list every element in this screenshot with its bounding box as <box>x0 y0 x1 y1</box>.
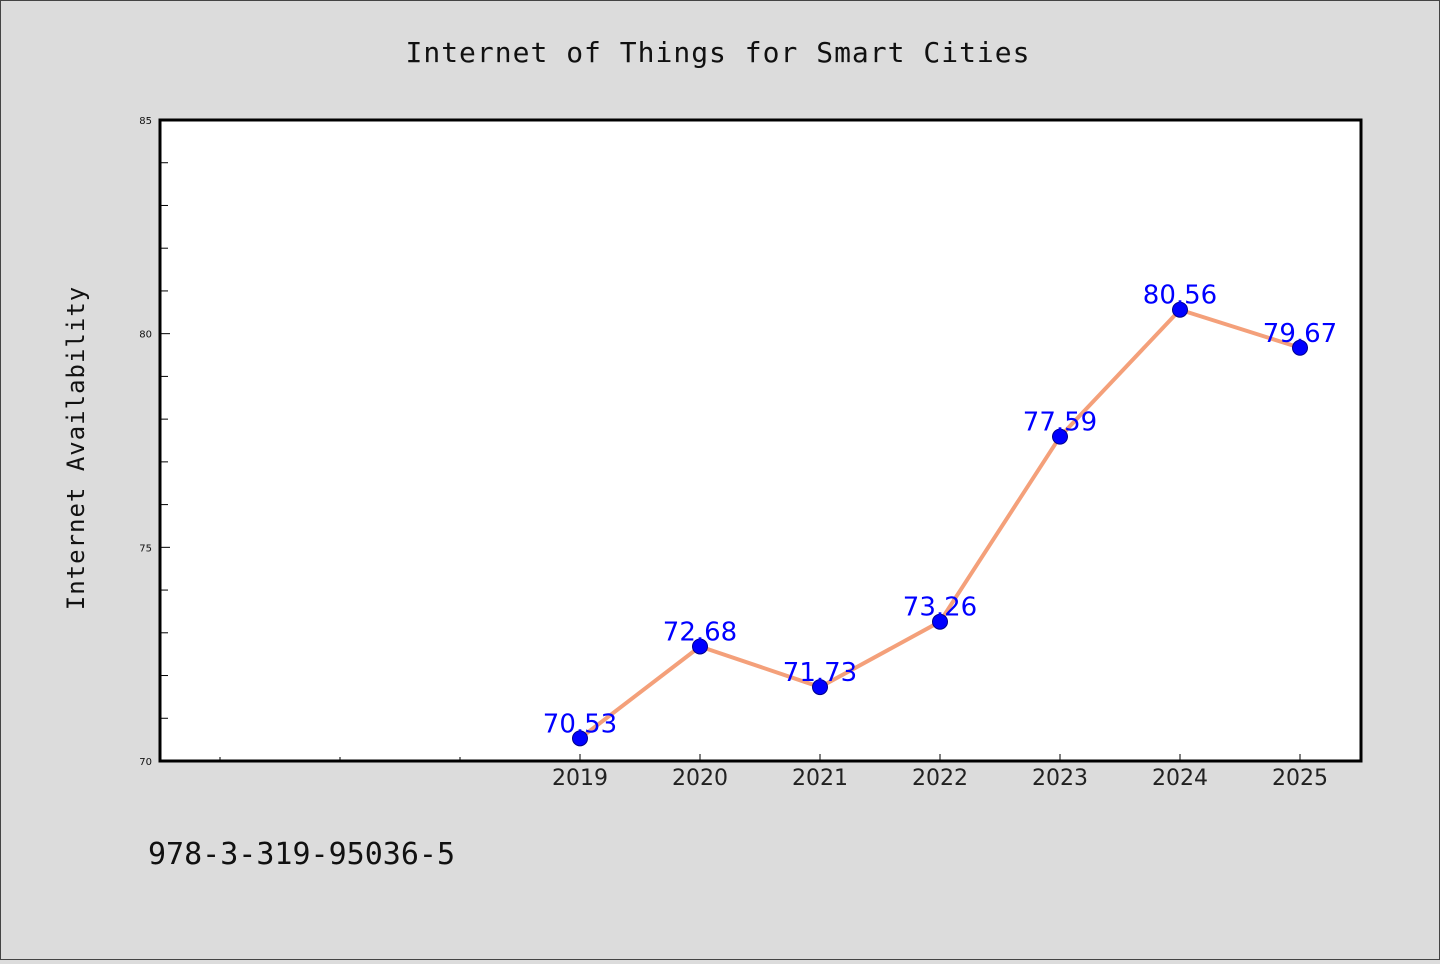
data-point <box>932 613 948 630</box>
y-tick-label: 85 <box>139 116 152 127</box>
y-tick-label: 80 <box>139 330 152 341</box>
data-point <box>692 638 708 655</box>
data-point <box>1052 428 1068 445</box>
y-axis-label: Internet Availability <box>62 286 90 610</box>
series-internet-availability <box>572 301 1308 747</box>
x-tick-label: 2022 <box>912 766 968 791</box>
data-point <box>572 730 588 747</box>
x-tick-label: 2019 <box>552 766 608 791</box>
data-label: 71.73 <box>783 658 857 688</box>
footer-code: 978-3-319-95036-5 <box>148 837 455 872</box>
x-tick-label: 2025 <box>1272 766 1328 791</box>
data-label: 79.67 <box>1263 319 1337 349</box>
data-label: 77.59 <box>1023 408 1097 438</box>
data-point <box>812 679 828 696</box>
data-point <box>1172 301 1188 318</box>
axes: 70 75 80 85 2019 2020 2021 2022 2023 2024 2025 <box>139 116 1328 791</box>
data-label: 73.26 <box>903 593 977 623</box>
plot-area <box>158 118 1363 763</box>
x-tick-label: 2021 <box>792 766 848 791</box>
x-tick-label: 2020 <box>672 766 728 791</box>
chart-title: Internet of Things for Smart Cities <box>405 36 1030 69</box>
data-labels: 70.53 72.68 71.73 73.26 77.59 80.56 79.67 <box>543 281 1337 740</box>
data-point <box>1292 339 1308 356</box>
data-label: 70.53 <box>543 709 617 739</box>
x-tick-label: 2023 <box>1032 766 1088 791</box>
data-label: 80.56 <box>1143 281 1217 311</box>
data-label: 72.68 <box>663 617 737 647</box>
y-tick-label: 70 <box>139 757 152 768</box>
x-tick-label: 2024 <box>1152 766 1208 791</box>
y-tick-label: 75 <box>139 543 152 554</box>
